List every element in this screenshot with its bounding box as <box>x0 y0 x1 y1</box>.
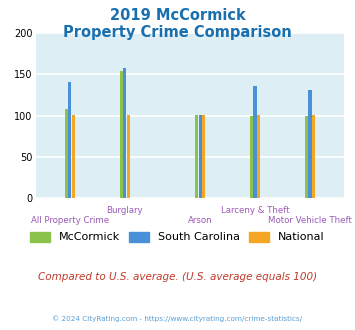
Bar <box>250 115 253 198</box>
Bar <box>127 115 130 198</box>
Bar <box>308 90 312 198</box>
Bar <box>312 115 315 198</box>
Bar <box>195 115 198 198</box>
Text: Arson: Arson <box>188 216 213 225</box>
Bar <box>202 115 206 198</box>
Text: Property Crime Comparison: Property Crime Comparison <box>63 25 292 40</box>
Bar <box>68 82 71 198</box>
Text: Larceny & Theft: Larceny & Theft <box>221 206 289 215</box>
Bar <box>72 115 75 198</box>
Text: Motor Vehicle Theft: Motor Vehicle Theft <box>268 216 352 225</box>
Text: 2019 McCormick: 2019 McCormick <box>110 8 245 23</box>
Bar <box>65 109 68 198</box>
Bar <box>123 69 126 198</box>
Legend: McCormick, South Carolina, National: McCormick, South Carolina, National <box>26 227 329 247</box>
Bar <box>305 115 308 198</box>
Text: All Property Crime: All Property Crime <box>31 216 109 225</box>
Bar <box>198 115 202 198</box>
Text: Compared to U.S. average. (U.S. average equals 100): Compared to U.S. average. (U.S. average … <box>38 272 317 282</box>
Bar <box>253 86 257 198</box>
Bar <box>120 71 123 198</box>
Text: Burglary: Burglary <box>106 206 143 215</box>
Text: © 2024 CityRating.com - https://www.cityrating.com/crime-statistics/: © 2024 CityRating.com - https://www.city… <box>53 315 302 322</box>
Bar <box>257 115 260 198</box>
